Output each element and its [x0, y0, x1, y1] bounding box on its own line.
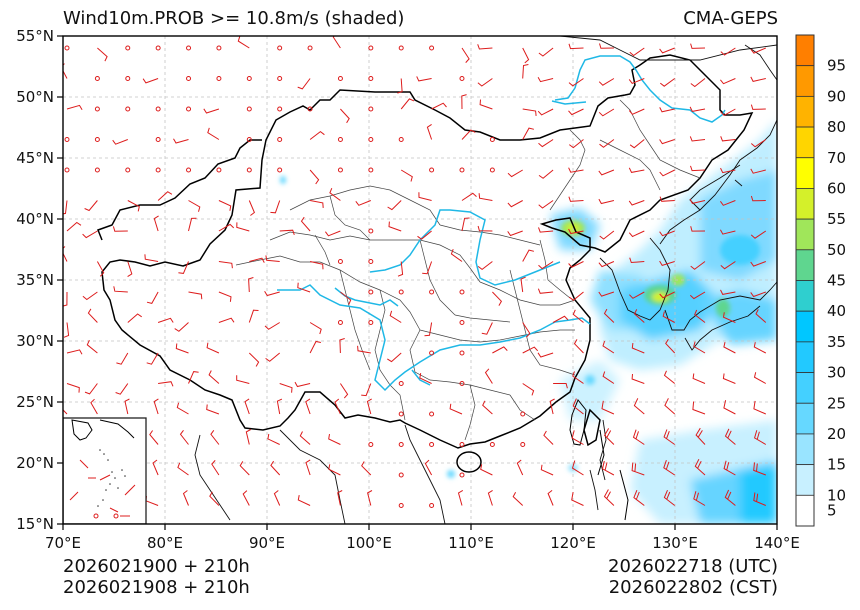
lon-tick-label: 80°E — [147, 534, 183, 552]
lat-tick-label: 45°N — [16, 149, 54, 167]
colorbar: 95 90 80 70 60 55 50 45 40 35 30 25 20 15 105 — [795, 34, 846, 527]
lat-tick-label: 15°N — [16, 515, 54, 533]
colorbar-label: 25 — [827, 394, 846, 412]
colorbar-swatch — [795, 249, 815, 281]
colorbar-swatch — [795, 157, 815, 189]
map-plot-area — [63, 36, 777, 524]
lat-tick-label: 55°N — [16, 27, 54, 45]
colorbar-label: 20 — [827, 425, 846, 443]
valid-time: 2026022718 (UTC) 2026022802 (CST) — [608, 556, 778, 598]
model-name: CMA-GEPS — [683, 8, 778, 29]
probability-shading — [280, 120, 777, 524]
lat-tick-label: 40°N — [16, 210, 54, 228]
colorbar-swatch — [795, 402, 815, 435]
colorbar-swatch — [795, 341, 815, 373]
colorbar-label: 80 — [827, 118, 846, 136]
lat-tick-label: 30°N — [16, 332, 54, 350]
colorbar-swatch — [795, 95, 815, 128]
lon-tick-label: 120°E — [550, 534, 596, 552]
colorbar-label: 15 — [827, 456, 846, 474]
lon-tick-label: 140°E — [754, 534, 800, 552]
colorbar-swatch — [795, 310, 815, 343]
colorbar-label: 40 — [827, 302, 846, 320]
colorbar-swatch — [795, 433, 815, 466]
lat-tick-label: 20°N — [16, 454, 54, 472]
province-boundaries — [235, 99, 701, 441]
colorbar-label: 50 — [827, 241, 846, 259]
colorbar-label: 30 — [827, 364, 846, 382]
lon-tick-label: 110°E — [448, 534, 494, 552]
colorbar-swatch — [795, 188, 815, 220]
init-time: 2026021900 + 210h 2026021908 + 210h — [63, 556, 250, 598]
colorbar-label: 60 — [827, 179, 846, 197]
lon-tick-label: 130°E — [652, 534, 698, 552]
colorbar-label: 55 — [827, 210, 846, 228]
country-border — [97, 54, 754, 473]
south-china-sea-inset — [63, 417, 147, 524]
init-time-cst: 2026021908 + 210h — [63, 577, 250, 598]
map-title: Wind10m.PROB >= 10.8m/s (shaded) — [63, 8, 405, 29]
wind-barbs — [63, 36, 767, 508]
colorbar-label: 45 — [827, 272, 846, 290]
lon-tick-label: 90°E — [249, 534, 285, 552]
colorbar-swatch — [795, 34, 815, 67]
colorbar-swatch — [795, 464, 815, 496]
islands — [569, 399, 629, 521]
colorbar-swatch — [795, 218, 815, 251]
colorbar-swatch — [795, 65, 815, 97]
axis-ticks: 55°N 50°N 45°N 40°N 35°N 30°N 25°N 20°N 15°N70°E… — [16, 27, 800, 552]
valid-time-utc: 2026022718 (UTC) — [608, 556, 778, 577]
init-time-utc: 2026021900 + 210h — [63, 556, 250, 577]
lat-tick-label: 50°N — [16, 88, 54, 106]
colorbar-label: 70 — [827, 149, 846, 167]
colorbar-label: 10 — [827, 486, 846, 504]
lon-tick-label: 100°E — [346, 534, 392, 552]
lat-tick-label: 25°N — [16, 393, 54, 411]
valid-time-cst: 2026022802 (CST) — [608, 577, 778, 598]
colorbar-label: 90 — [827, 87, 846, 105]
colorbar-swatch — [795, 280, 815, 312]
colorbar-label: 5 — [827, 502, 837, 520]
colorbar-swatch — [795, 494, 815, 527]
lon-tick-label: 70°E — [45, 534, 81, 552]
colorbar-label: 35 — [827, 333, 846, 351]
colorbar-swatch — [795, 126, 815, 159]
lat-tick-label: 35°N — [16, 271, 54, 289]
colorbar-label: 95 — [827, 57, 846, 75]
colorbar-swatch — [795, 372, 815, 404]
